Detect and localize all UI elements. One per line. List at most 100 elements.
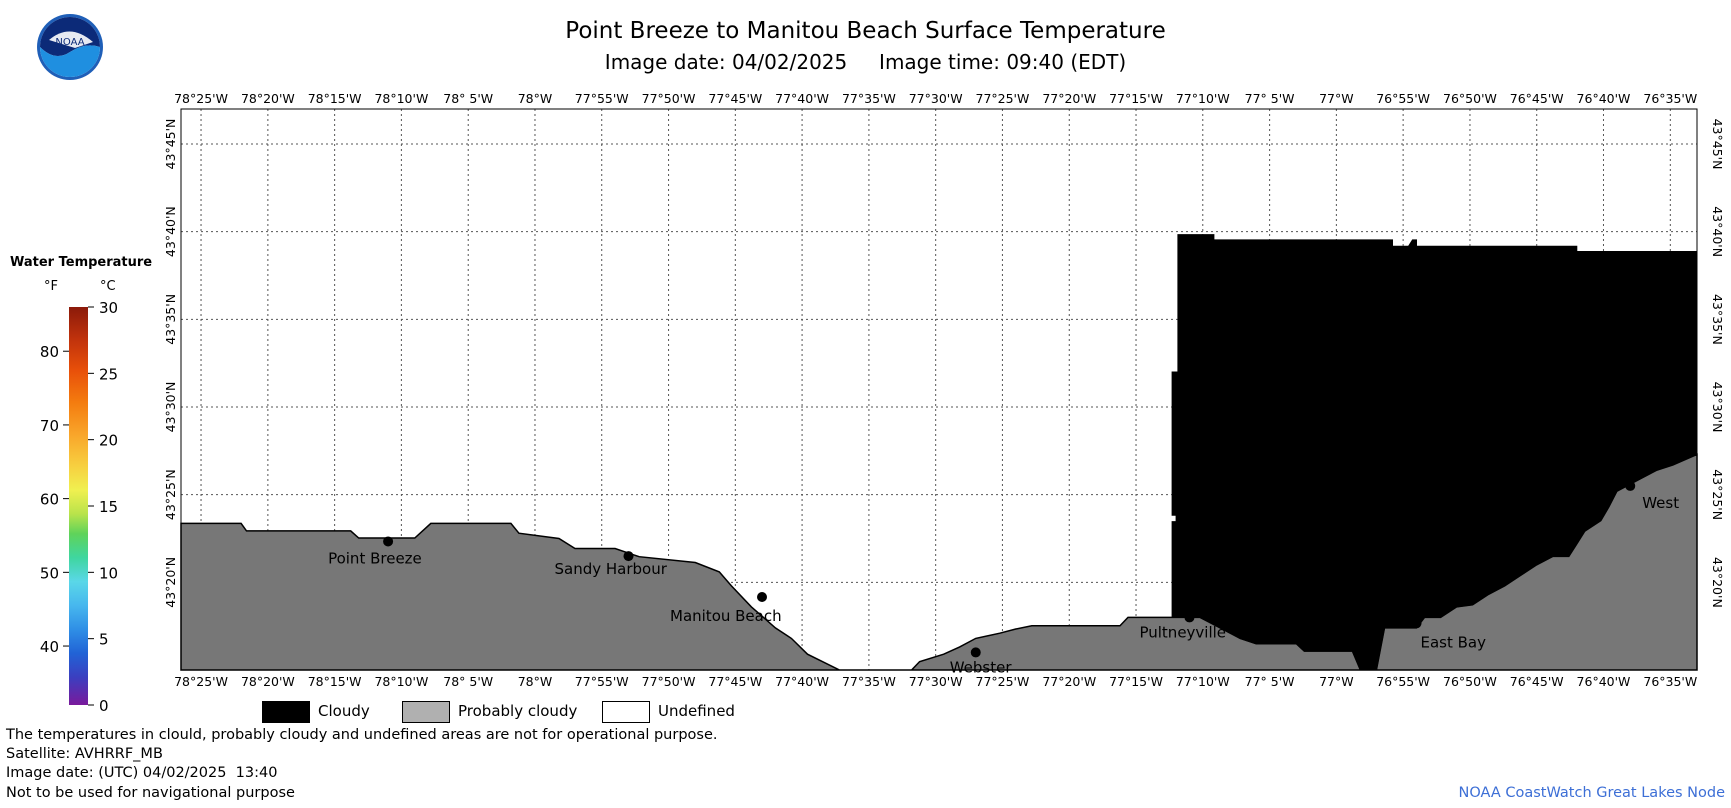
city-label: West [1642,494,1679,512]
fahrenheit-tick-label: 60 [40,491,59,509]
longitude-label: 78° 5'W [443,91,493,106]
longitude-label: 76°55'W [1376,91,1430,106]
cloudy-polygon [1171,234,1698,671]
map-frame [180,108,1698,671]
latitude-label: 43°40'N [1710,206,1725,257]
longitude-label: 76°45'W [1510,674,1564,689]
celsius-tick-label: 0 [99,697,109,715]
latitude-label: 43°30'N [1710,382,1725,433]
legend-probably-cloudy-swatch [402,701,450,723]
latitude-labels-left: 43°20'N 43°25'N 43°30'N 43°35'N 43°40'N 43°45… [163,119,178,608]
unit-fahrenheit: °F [44,279,58,294]
longitude-label: 77°10'W [1176,91,1230,106]
longitude-labels-bottom: 78°25'W 78°20'W 78°15'W 78°10'W 78° 5'W 78°W 7… [174,674,1697,689]
scale-title: Water Temperature [10,255,153,270]
fahrenheit-tick-label: 80 [40,343,59,361]
latitude-label: 43°45'N [1710,119,1725,170]
latitude-label: 43°35'N [163,294,178,345]
latitude-label: 43°30'N [163,382,178,433]
city-label: East Bay [1421,633,1487,651]
longitude-label: 77°55'W [575,674,629,689]
longitude-label: 77°45'W [708,91,762,106]
longitude-label: 76°35'W [1643,674,1697,689]
longitude-label: 76°50'W [1443,91,1497,106]
legend-undefined-swatch [602,701,650,723]
longitude-label: 77° 5'W [1245,674,1295,689]
longitude-label: 78°10'W [374,91,428,106]
footer-utc-date: Image date: (UTC) 04/02/2025 13:40 [6,765,278,781]
temperature-colorbar [69,307,88,705]
footer-navigation-warning: Not to be used for navigational purpose [6,785,295,801]
longitude-label: 77°W [1319,91,1354,106]
legend-probably-cloudy-label: Probably cloudy [458,702,578,720]
longitude-label: 77°10'W [1176,674,1230,689]
temperature-scale-ticks: 0 5 10 15 20 25 30 40 50 60 70 80 [40,299,118,715]
longitude-label: 78°15'W [308,91,362,106]
latitude-label: 43°45'N [163,119,178,170]
longitude-label: 76°40'W [1577,674,1631,689]
longitude-label: 76°50'W [1443,674,1497,689]
longitude-label: 78°W [518,91,553,106]
credit-link[interactable]: NOAA CoastWatch Great Lakes Node [1458,785,1725,801]
city-marker [383,536,394,547]
longitude-label: 77°40'W [775,674,829,689]
city-marker [1625,480,1636,491]
latitude-label: 43°40'N [163,206,178,257]
city-label: Webster [950,658,1013,676]
city-label: Manitou Beach [670,607,782,625]
latitude-label: 43°20'N [163,557,178,608]
city-label: Point Breeze [328,549,422,567]
celsius-tick-label: 30 [99,299,118,317]
longitude-label: 77°30'W [909,91,963,106]
longitude-label: 77°20'W [1042,91,1096,106]
longitude-label: 77°50'W [642,674,696,689]
fahrenheit-tick-label: 40 [40,638,59,656]
longitude-label: 78°10'W [374,674,428,689]
longitude-label: 77°20'W [1042,674,1096,689]
unit-celsius: °C [100,279,116,294]
latitude-label: 43°25'N [163,469,178,520]
latitude-label: 43°25'N [1710,469,1725,520]
celsius-tick-label: 20 [99,432,118,450]
longitude-label: 78°25'W [174,91,228,106]
fahrenheit-tick-label: 70 [40,417,59,435]
longitude-label: 77°35'W [842,674,896,689]
celsius-tick-label: 5 [99,631,109,649]
celsius-tick-label: 15 [99,498,118,516]
logo-text: NOAA [55,37,84,48]
longitude-label: 77°25'W [976,91,1030,106]
image-date-time: Image date: 04/02/2025 Image time: 09:40… [604,50,1127,74]
longitude-label: 77°25'W [976,674,1030,689]
longitude-label: 76°55'W [1376,674,1430,689]
longitude-label: 76°45'W [1510,91,1564,106]
longitude-label: 77°30'W [909,674,963,689]
longitude-label: 77°W [1319,674,1354,689]
legend-cloudy-swatch [262,701,310,723]
longitude-label: 77° 5'W [1245,91,1295,106]
fahrenheit-tick-label: 50 [40,564,59,582]
longitude-label: 77°50'W [642,91,696,106]
latitude-labels-right: 43°20'N 43°25'N 43°30'N 43°35'N 43°40'N 43°45… [1710,119,1725,608]
footer-satellite: Satellite: AVHRRF_MB [6,746,163,762]
city-marker [623,551,634,562]
noaa-logo-icon: NOAA [37,14,103,80]
longitude-label: 78° 5'W [443,674,493,689]
city-label: Sandy Harbour [554,560,667,578]
celsius-tick-label: 25 [99,365,118,383]
longitude-label: 76°40'W [1577,91,1631,106]
longitude-label: 78°25'W [174,674,228,689]
longitude-label: 77°35'W [842,91,896,106]
longitude-label: 78°15'W [308,674,362,689]
longitude-label: 77°40'W [775,91,829,106]
longitude-label: 76°35'W [1643,91,1697,106]
longitude-label: 77°45'W [708,674,762,689]
city-label: Pultneyville [1139,623,1226,641]
longitude-label: 78°20'W [241,674,295,689]
latitude-label: 43°20'N [1710,557,1725,608]
longitude-label: 77°15'W [1109,674,1163,689]
map-title: Point Breeze to Manitou Beach Surface Te… [565,18,1166,44]
legend-undefined-label: Undefined [658,702,735,720]
longitude-label: 78°W [518,674,553,689]
